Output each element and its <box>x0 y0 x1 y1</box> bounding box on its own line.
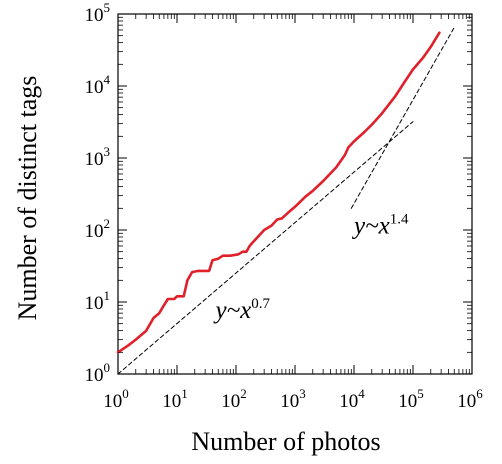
x-tick-label: 103 <box>280 386 306 412</box>
plot-frame <box>117 13 473 375</box>
y-tick-label: 100 <box>85 360 111 386</box>
series-layer <box>116 27 455 375</box>
annotation-layer: y~x0.7 y~x1.4 <box>213 211 409 324</box>
x-tick-label: 101 <box>162 386 188 412</box>
y-tick-label: 102 <box>85 216 111 242</box>
y-axis-label: Number of distinct tags <box>13 76 42 321</box>
x-tick-label: 104 <box>339 386 365 412</box>
y-tick-label: 101 <box>85 288 111 314</box>
data-curve <box>116 31 441 354</box>
fit-line-x07 <box>117 121 414 375</box>
annotation-slope-0-7: y~x0.7 <box>213 296 271 324</box>
x-tick-label: 102 <box>221 386 247 412</box>
y-tick-label: 104 <box>85 72 111 98</box>
x-axis-label: Number of photos <box>191 427 380 456</box>
plot-area <box>117 13 473 375</box>
tick-layer: 100 101 102 103 104 105 106 100 101 102 103 104 105 <box>85 0 484 412</box>
y-tick-label: 105 <box>85 0 111 26</box>
x-tick-label: 106 <box>457 386 483 412</box>
y-tick-label: 103 <box>85 144 111 170</box>
annotation-slope-1-4: y~x1.4 <box>351 211 409 239</box>
x-tick-label: 100 <box>103 386 129 412</box>
fit-line-x14 <box>350 27 455 209</box>
x-tick-label: 105 <box>398 386 424 412</box>
